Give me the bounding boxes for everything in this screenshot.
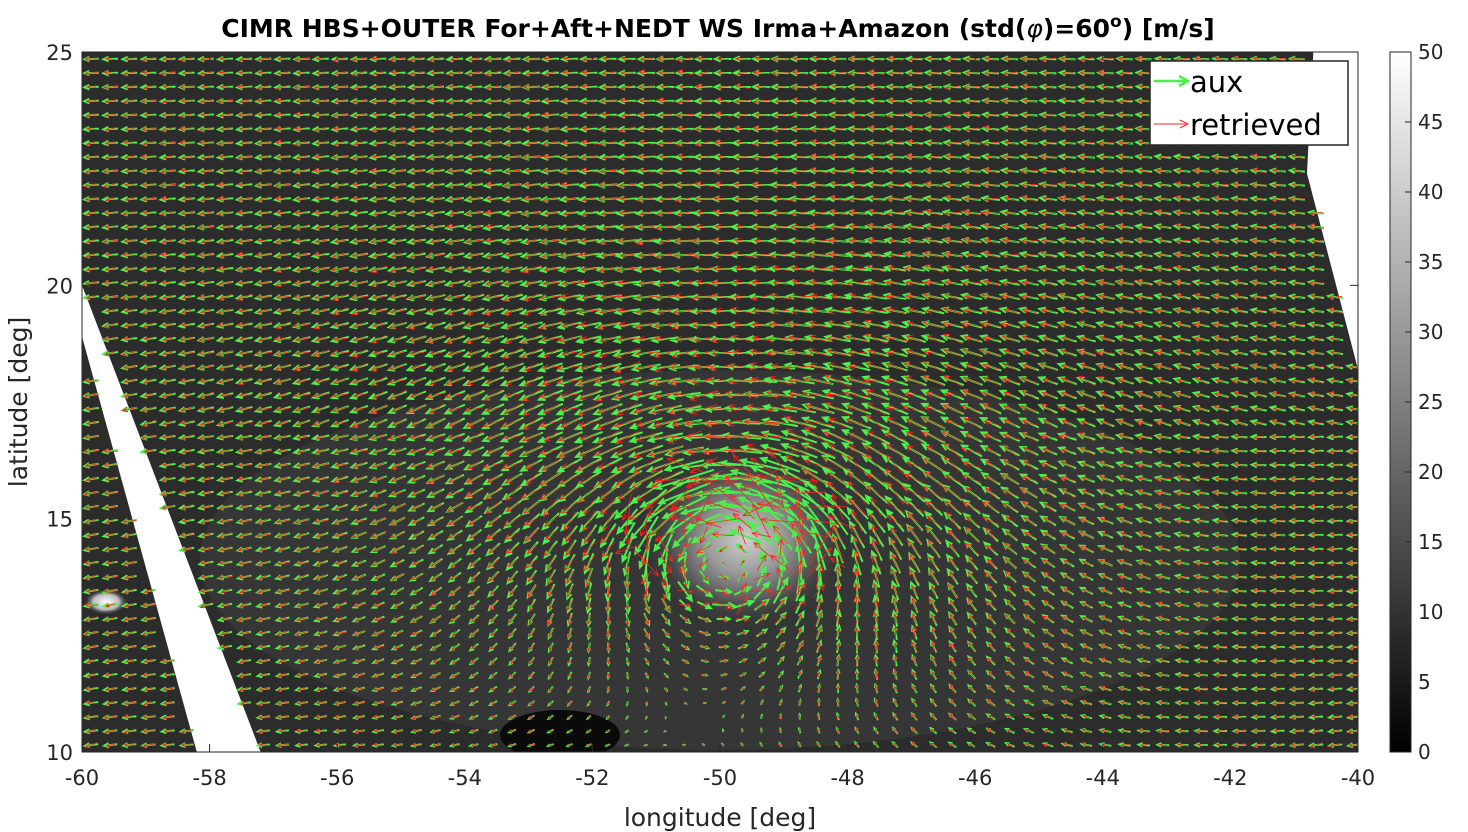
retrieved-arrow (645, 716, 648, 719)
background-dark-patch (500, 710, 620, 752)
retrieved-arrow (702, 688, 707, 690)
chart-title: CIMR HBS+OUTER For+Aft+NEDT WS Irma+Amaz… (221, 12, 1214, 43)
retrieved-arrow (760, 715, 763, 719)
plot-area (82, 52, 1358, 752)
hot-spot (84, 589, 128, 615)
swath-gap-west (82, 285, 261, 752)
retrieved-arrow (741, 715, 743, 718)
